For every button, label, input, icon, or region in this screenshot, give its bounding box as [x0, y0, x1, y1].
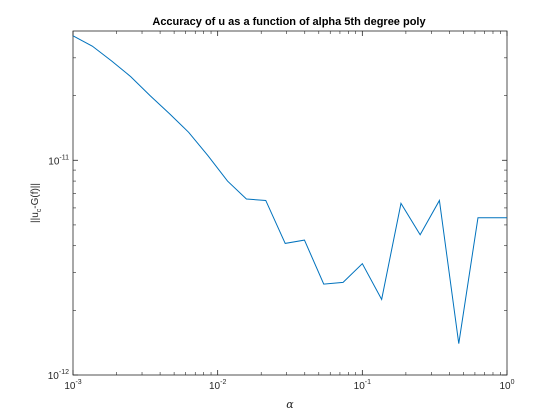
chart-title: Accuracy of u as a function of alpha 5th…	[152, 16, 426, 28]
ticks: 10-3 10-2 10-1 100 10-12 10-11	[48, 31, 515, 392]
x-tick-label: 10-3	[64, 379, 81, 392]
plot-area	[72, 30, 508, 376]
series-line	[72, 35, 507, 344]
y-tick-label: 10-12	[48, 369, 69, 382]
y-axis-label-suffix: -G(f)||	[30, 183, 41, 209]
x-axis-label: α	[286, 398, 294, 411]
y-axis-label-prefix: ||u	[30, 212, 41, 223]
x-tick-label: 10-1	[354, 379, 371, 392]
y-axis-label-subscript: c	[36, 208, 43, 212]
x-tick-label: 100	[499, 379, 514, 392]
data-series	[72, 35, 507, 344]
y-axis-label: ||uc-G(f)||	[30, 183, 43, 223]
x-tick-label: 10-2	[209, 379, 226, 392]
y-tick-label: 10-11	[48, 154, 69, 167]
